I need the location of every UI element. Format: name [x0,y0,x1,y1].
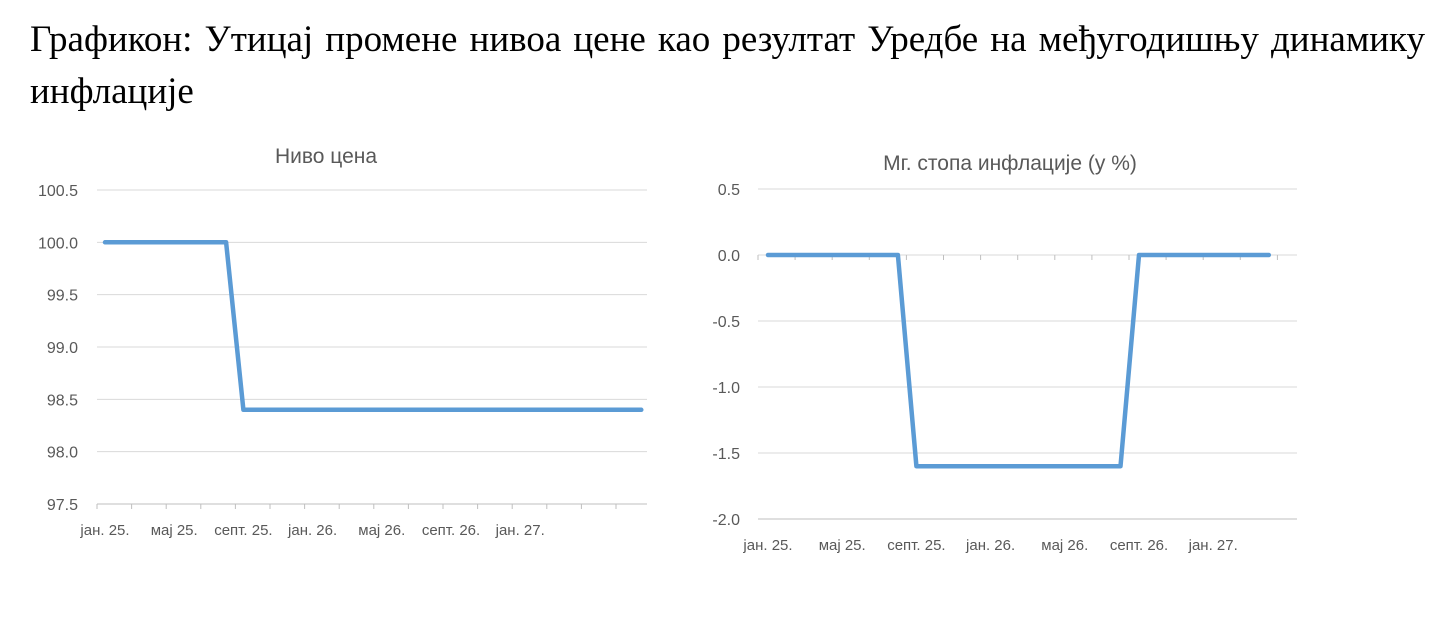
chart-price-level: Ниво цена100.5100.099.599.098.598.097.5ј… [38,145,647,539]
x-tick-label: јан. 27. [495,522,545,539]
figure-caption: Графикон: Утицај промене нивоа цене као … [30,19,1425,112]
y-tick-label: 100.0 [38,235,78,252]
chart-title: Ниво цена [275,145,377,168]
series-line [102,240,644,413]
x-tick-label: јан. 25. [79,522,129,539]
x-tick-label: мај 25. [819,537,866,554]
y-tick-label: -0.5 [712,314,740,331]
x-tick-label: септ. 26. [422,522,480,539]
y-tick-label: -1.0 [712,380,740,397]
x-tick-label: септ. 25. [887,537,945,554]
y-tick-label: 100.5 [38,183,78,200]
y-tick-label: 98.5 [47,392,78,409]
chart-inflation-rate: Мг. стопа инфлације (у %) 0.5 0.0 -0.5 -1.0 -… [712,152,1297,554]
series-line [765,252,1272,469]
x-tick-label: септ. 25. [214,522,272,539]
y-tick-label: 97.5 [47,497,78,514]
y-tick-label: 99.5 [47,288,78,305]
x-tick-label: јан. 26. [965,537,1015,554]
x-tick-label: мај 26. [358,522,405,539]
x-tick-label: мај 26. [1041,537,1088,554]
y-tick-label: 99.0 [47,340,78,357]
x-tick-label: јан. 25. [742,537,792,554]
y-tick-label: -1.5 [712,446,740,463]
chart-title: Мг. стопа инфлације (у %) [883,152,1137,175]
y-tick-label: 0.5 [718,182,740,199]
x-tick-label: септ. 26. [1110,537,1168,554]
y-tick-label: 0.0 [718,248,740,265]
x-tick-label: јан. 26. [287,522,337,539]
y-tick-label: -2.0 [712,512,740,529]
x-tick-label: јан. 27. [1188,537,1238,554]
y-tick-label: 98.0 [47,445,78,462]
x-tick-label: мај 25. [151,522,198,539]
